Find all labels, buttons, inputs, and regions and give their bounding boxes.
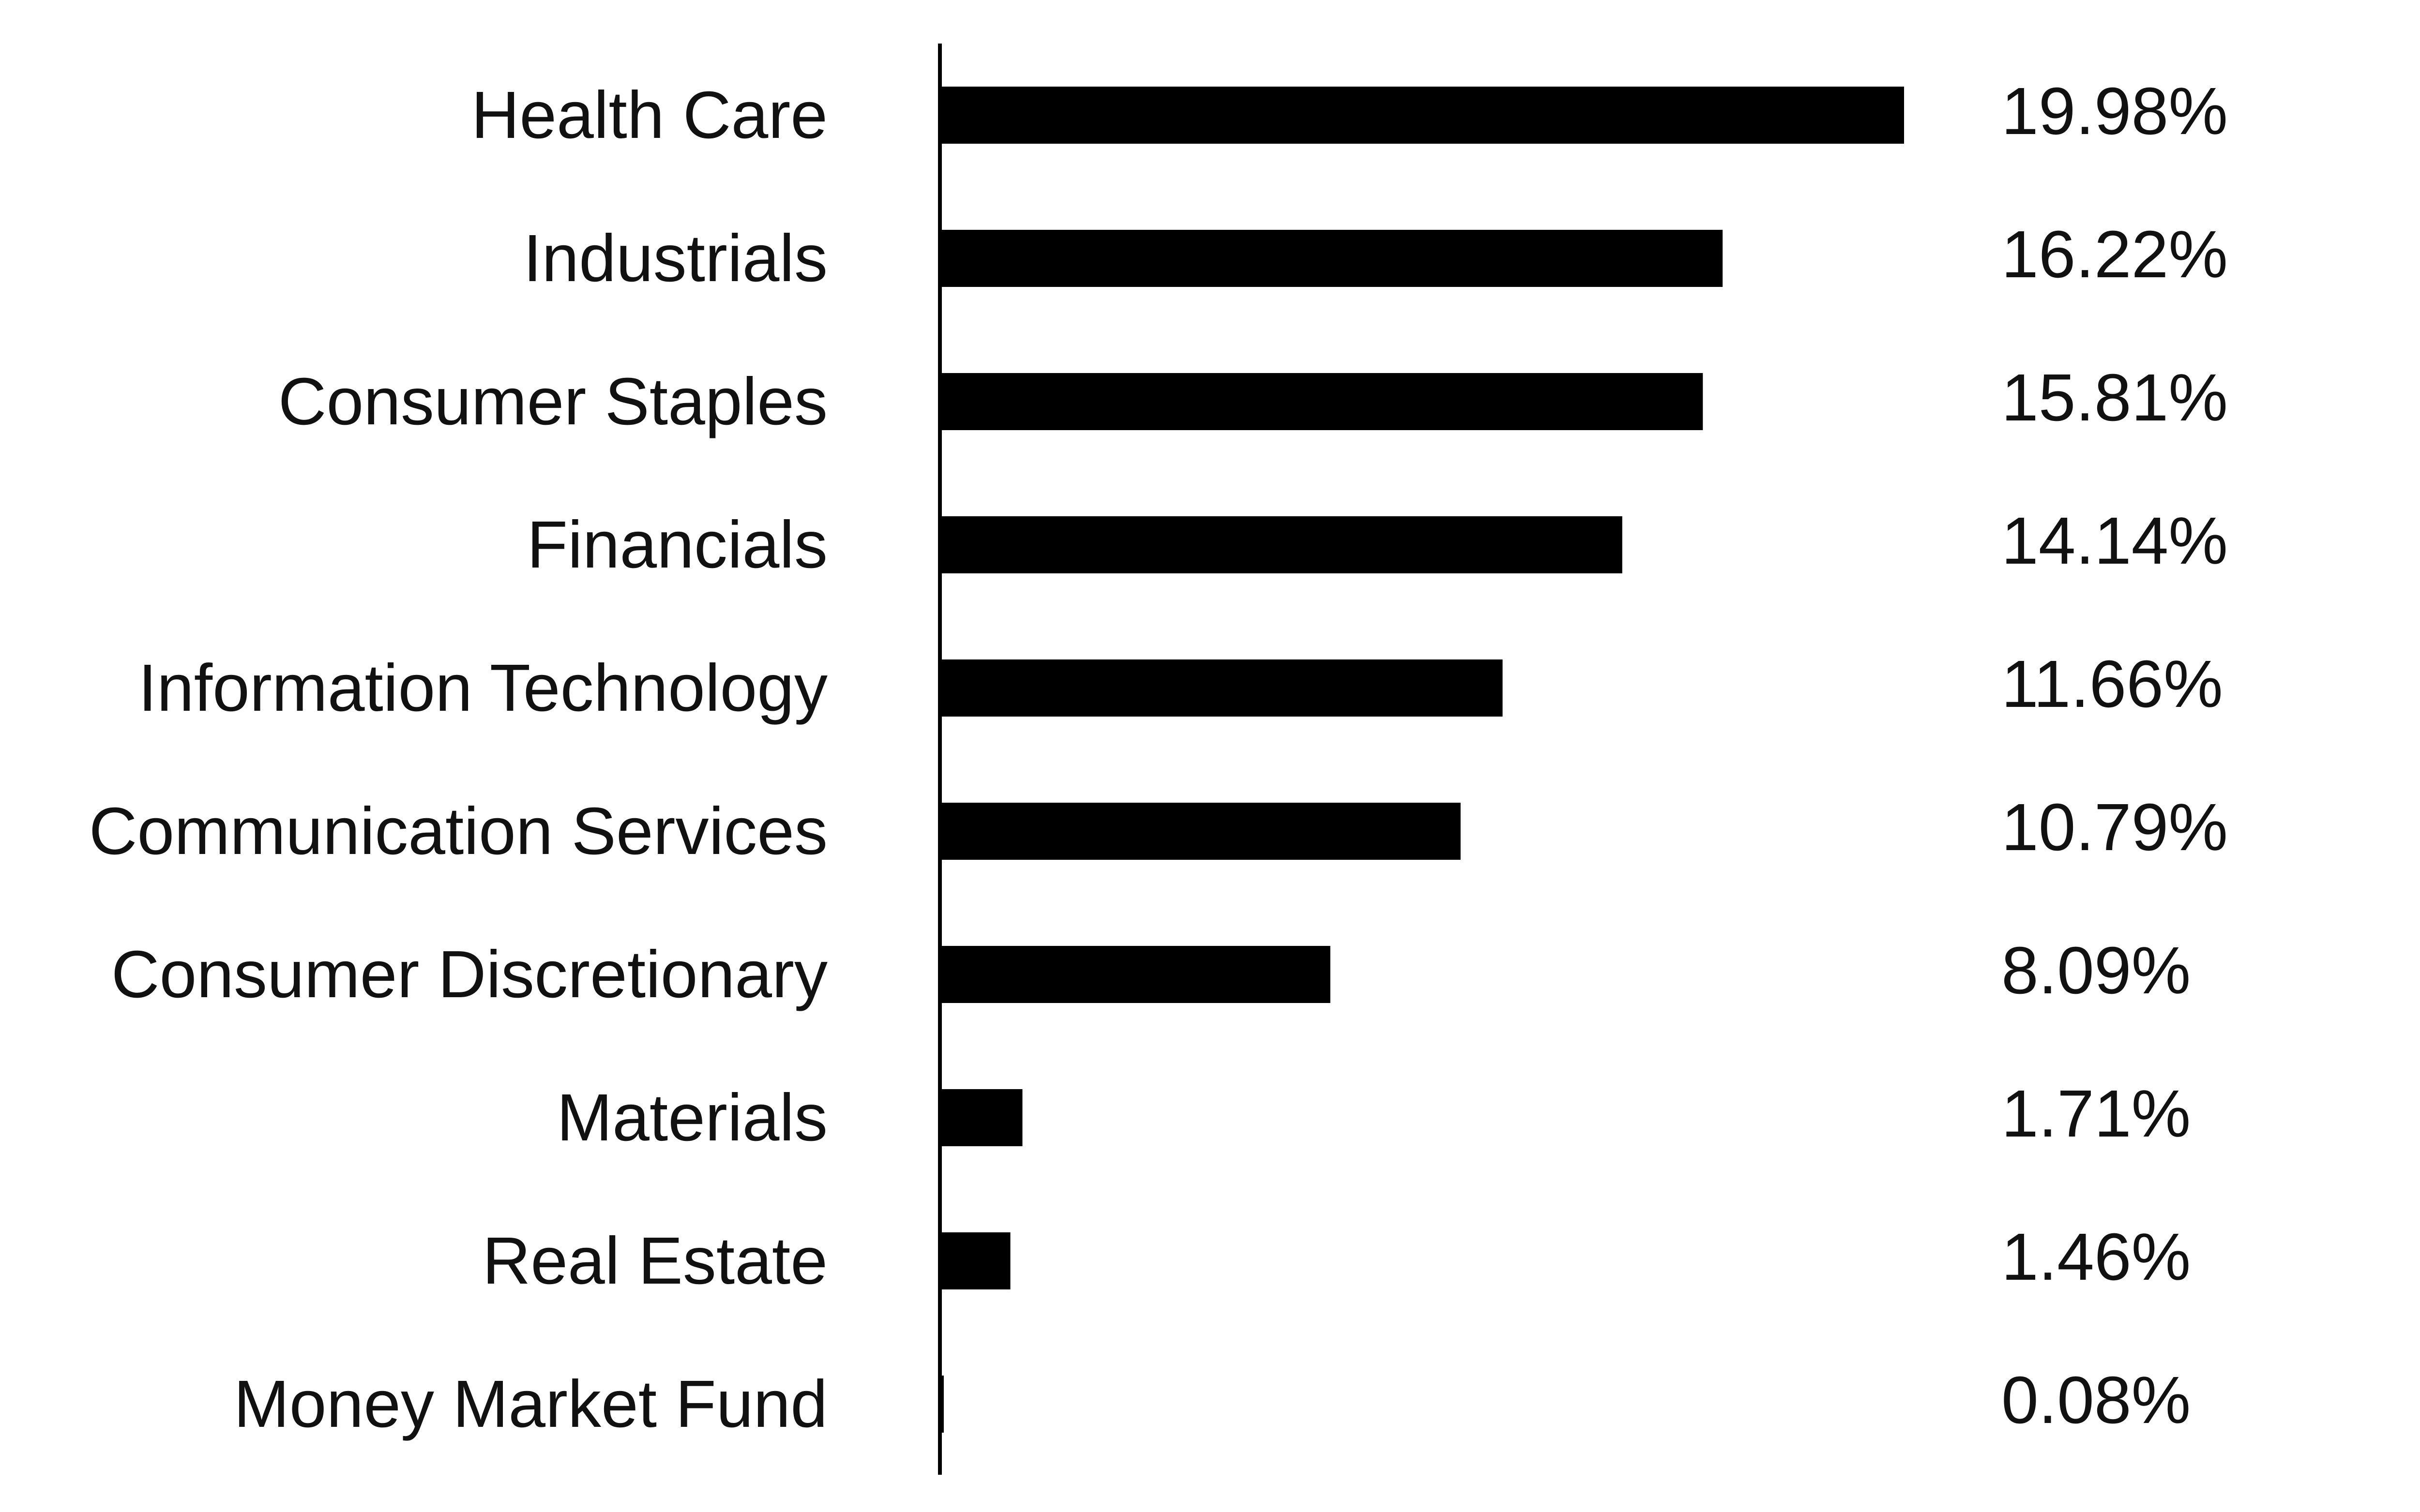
bar (940, 803, 1461, 860)
value-labels: 19.98% 16.22% 15.81% 14.14% 11.66% 10.79% 8.09… (2001, 74, 2228, 1437)
value-label: 1.46% (2001, 1220, 2191, 1294)
value-label: 19.98% (2001, 74, 2228, 149)
bars (940, 87, 1905, 1433)
bar (940, 87, 1905, 144)
category-label: Consumer Staples (278, 364, 828, 439)
bar (940, 1232, 1011, 1289)
bar (940, 373, 1703, 430)
value-label: 8.09% (2001, 933, 2191, 1008)
category-label: Materials (557, 1080, 828, 1155)
bar (940, 1089, 1023, 1146)
value-label: 14.14% (2001, 504, 2228, 578)
bar (940, 516, 1622, 573)
category-label: Industrials (523, 221, 828, 296)
bar (940, 946, 1331, 1003)
category-label: Money Market Fund (234, 1367, 828, 1441)
category-label: Information Technology (138, 651, 828, 725)
category-label: Real Estate (483, 1224, 828, 1298)
value-label: 10.79% (2001, 790, 2228, 865)
value-label: 1.71% (2001, 1077, 2191, 1151)
value-label: 15.81% (2001, 360, 2228, 435)
category-label: Financials (527, 508, 828, 582)
value-label: 11.66% (2001, 647, 2223, 721)
category-labels: Health Care Industrials Consumer Staples Fi… (89, 78, 828, 1441)
category-label: Health Care (471, 78, 828, 152)
value-label: 16.22% (2001, 217, 2228, 292)
value-label: 0.08% (2001, 1363, 2191, 1437)
category-label: Communication Services (89, 794, 828, 868)
bar (940, 659, 1503, 717)
category-label: Consumer Discretionary (111, 937, 828, 1012)
bar (940, 230, 1723, 287)
